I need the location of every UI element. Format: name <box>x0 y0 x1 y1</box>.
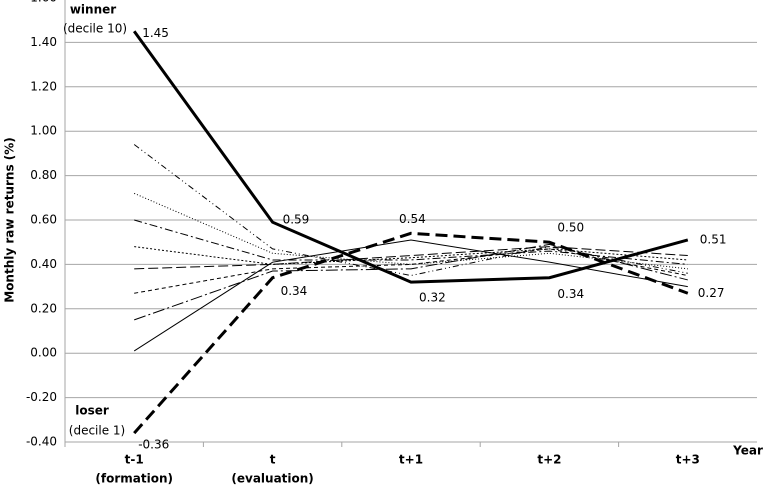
data-label: 0.59 <box>283 213 310 227</box>
y-tick-label: 1.60 <box>30 0 57 5</box>
annotation: loser <box>75 404 109 418</box>
y-tick-label: 1.00 <box>30 124 57 138</box>
series-line <box>134 243 688 321</box>
series-line <box>134 219 688 265</box>
y-tick-label: 1.40 <box>30 35 57 49</box>
x-axis-label: Year <box>732 444 763 458</box>
series-line <box>133 144 688 277</box>
series-line <box>134 246 688 265</box>
data-label: 0.34 <box>281 284 308 298</box>
data-label: 0.54 <box>399 212 426 226</box>
y-tick-label: 1.20 <box>30 79 57 93</box>
y-tick-label: 0.00 <box>30 346 57 360</box>
data-label: 0.51 <box>700 232 727 246</box>
annotation: (decile 10) <box>63 22 127 36</box>
x-tick-label: t+2 <box>537 453 561 467</box>
y-tick-label: -0.40 <box>26 435 57 449</box>
annotation: (decile 1) <box>69 424 125 438</box>
data-label: 0.27 <box>698 286 725 300</box>
y-tick-label: 0.60 <box>30 213 57 227</box>
data-label: 0.32 <box>419 291 446 305</box>
x-tick-label: t+1 <box>399 453 423 467</box>
y-tick-label: 0.20 <box>30 301 57 315</box>
y-axis-label: Monthly raw returns (%) <box>3 137 17 303</box>
annotation: winner <box>70 3 116 17</box>
x-tick-label: t+3 <box>676 453 700 467</box>
series-line <box>133 231 689 435</box>
x-tick-sublabel: (formation) <box>95 472 173 486</box>
y-tick-label: 0.40 <box>30 257 57 271</box>
data-label: -0.36 <box>138 438 169 452</box>
series-line <box>132 30 689 284</box>
series-line <box>134 248 688 294</box>
series-line <box>134 246 688 270</box>
data-label: 1.45 <box>142 26 169 40</box>
x-tick-sublabel: (evaluation) <box>231 472 313 486</box>
x-tick-label: t <box>270 453 276 467</box>
series-line <box>133 239 688 352</box>
y-tick-label: -0.20 <box>26 390 57 404</box>
y-tick-label: 0.80 <box>30 168 57 182</box>
x-tick-label: t-1 <box>125 453 144 467</box>
data-label: 0.50 <box>557 221 584 235</box>
data-label: 0.34 <box>557 287 584 301</box>
